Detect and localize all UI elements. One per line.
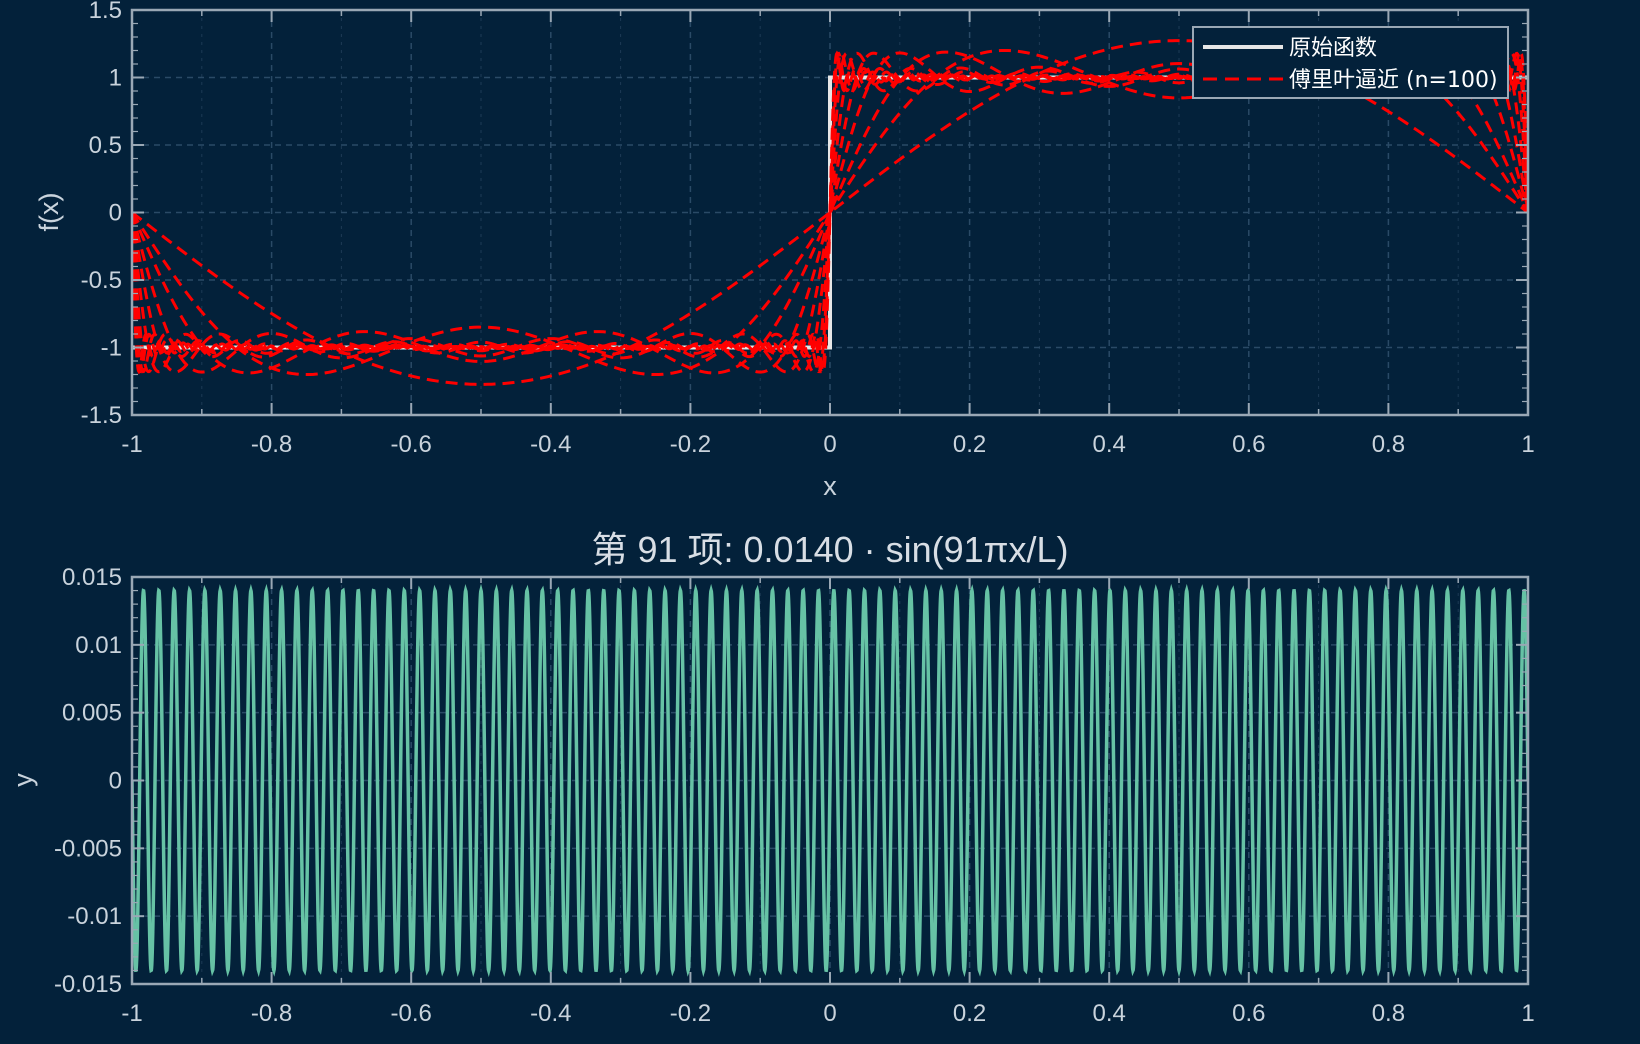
bottom-ticks: -1 -0.8 -0.6 -0.4 -0.2 0 0.2 0.4 0.6 0.8 1 0.015 0.0…: [54, 564, 1535, 1027]
xtick-label: 0.6: [1232, 1000, 1265, 1027]
ytick-label: -0.015: [54, 971, 122, 998]
ytick-label: 0: [109, 200, 122, 227]
xtick-label: 0: [823, 1000, 836, 1027]
ytick-label: 0.015: [62, 564, 122, 591]
xtick-label: -0.2: [670, 431, 711, 458]
xtick-label: 0.4: [1093, 431, 1126, 458]
xtick-label: 0.2: [953, 431, 986, 458]
bottom-series-group: [132, 583, 1528, 978]
ytick-label: -0.5: [81, 267, 122, 294]
xtick-label: 0.6: [1232, 431, 1265, 458]
xtick-label: 1: [1521, 431, 1534, 458]
xtick-label: -0.4: [530, 431, 571, 458]
xtick-label: 0.8: [1372, 431, 1405, 458]
ytick-label: 0.01: [75, 632, 122, 659]
xtick-label: -0.6: [391, 1000, 432, 1027]
series-harmonic: [132, 583, 1528, 978]
legend-label-fourier: 傅里叶逼近 (n=100): [1289, 68, 1498, 93]
ytick-label: 0.005: [62, 700, 122, 727]
ytick-label: -0.01: [67, 903, 122, 930]
xtick-label: -0.4: [530, 1000, 571, 1027]
bottom-axes: 第 91 项: 0.0140 · sin(91πx/L) -1 -0.8 -0.6-…: [8, 529, 1535, 1027]
ytick-label: -0.005: [54, 835, 122, 862]
xtick-label: -0.6: [391, 431, 432, 458]
ytick-label: 1.5: [89, 0, 122, 24]
xtick-label: 0.2: [953, 1000, 986, 1027]
top-ticks: -1 -0.8 -0.6 -0.4 -0.2 0 0.2 0.4 0.6 0.8 1 1.5 1 0.5 0…: [81, 0, 1535, 458]
ytick-label: 0: [109, 768, 122, 795]
ytick-label: 1: [109, 65, 122, 92]
xtick-label: -1: [121, 431, 142, 458]
xtick-label: 0.8: [1372, 1000, 1405, 1027]
ytick-label: 0.5: [89, 132, 122, 159]
legend: 原始函数 傅里叶逼近 (n=100): [1192, 26, 1509, 99]
top-ylabel: f(x): [34, 193, 64, 232]
xtick-label: -0.8: [251, 431, 292, 458]
ytick-label: -1: [101, 335, 122, 362]
bottom-title: 第 91 项: 0.0140 · sin(91πx/L): [591, 529, 1068, 570]
xtick-label: -0.2: [670, 1000, 711, 1027]
bottom-lines: [132, 583, 1528, 978]
series-fourier-partial: [132, 50, 1528, 375]
top-xlabel: x: [823, 471, 837, 501]
legend-label-original: 原始函数: [1289, 36, 1377, 61]
xtick-label: 0.4: [1093, 1000, 1126, 1027]
top-axes: -1 -0.8 -0.6 -0.4 -0.2 0 0.2 0.4 0.6 0.8 1 1.5 1 0.5 0…: [34, 0, 1535, 501]
xtick-label: 1: [1521, 1000, 1534, 1027]
xtick-label: -0.8: [251, 1000, 292, 1027]
ytick-label: -1.5: [81, 402, 122, 429]
bottom-ylabel: y: [8, 773, 38, 787]
xtick-label: 0: [823, 431, 836, 458]
xtick-label: -1: [121, 1000, 142, 1027]
legend-box: [1192, 26, 1509, 99]
